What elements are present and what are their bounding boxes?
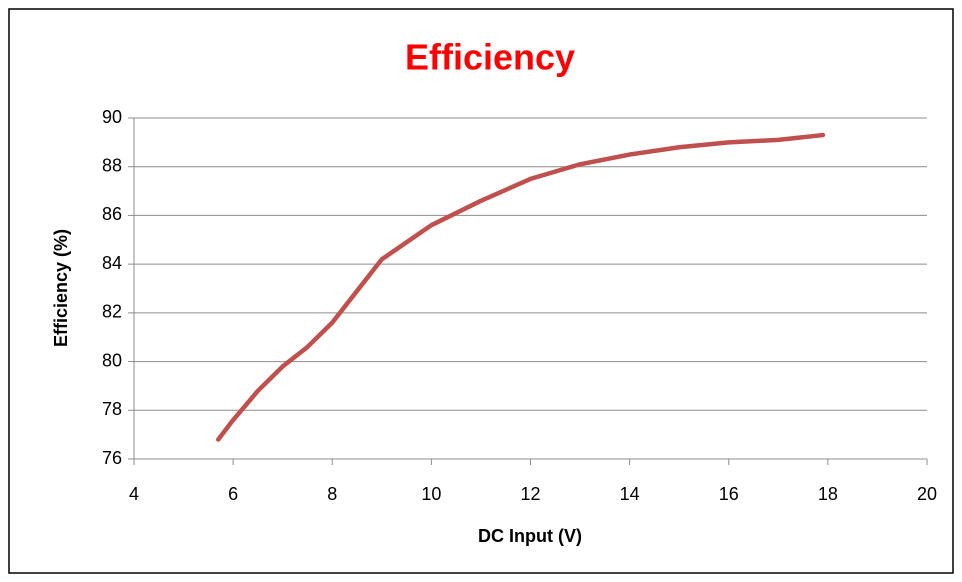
y-tick-label: 88	[102, 155, 122, 175]
chart-border	[8, 8, 954, 574]
y-axis-label: Efficiency (%)	[51, 229, 71, 347]
line-series	[216, 132, 826, 442]
x-tick-label: 16	[719, 484, 739, 504]
x-tick-label: 6	[228, 484, 238, 504]
x-tick-label: 8	[327, 484, 337, 504]
y-tick-label: 90	[102, 107, 122, 127]
x-tick-label: 20	[917, 484, 937, 504]
chart-title: Efficiency	[405, 37, 575, 78]
x-tick-label: 4	[129, 484, 139, 504]
y-tick-label: 76	[102, 448, 122, 468]
x-tick-label: 10	[421, 484, 441, 504]
x-tick-label: 14	[620, 484, 640, 504]
y-tick-label: 78	[102, 399, 122, 419]
x-axis-label: DC Input (V)	[478, 526, 582, 546]
y-tick-label: 84	[102, 253, 122, 273]
x-tick-label: 12	[520, 484, 540, 504]
y-tick-label: 80	[102, 350, 122, 370]
x-tick-label: 18	[818, 484, 838, 504]
y-tick-label: 82	[102, 302, 122, 322]
y-tick-label: 86	[102, 204, 122, 224]
